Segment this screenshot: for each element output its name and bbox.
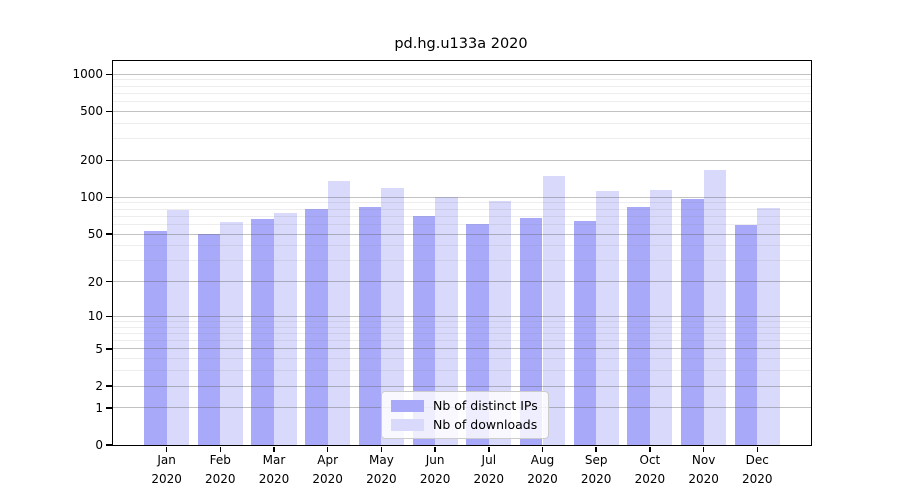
y-axis-tick-10 <box>105 315 112 318</box>
gridline-800 <box>113 85 811 87</box>
x-axis-tick-oct <box>649 446 651 452</box>
gridline-300 <box>113 138 811 140</box>
bar-downloads-dec <box>757 207 780 445</box>
bar-ips-jun <box>412 215 436 445</box>
x-axis-tick-feb <box>219 446 222 452</box>
bar-ips-feb <box>197 234 221 445</box>
x-axis-label-may: May 2020 <box>366 453 397 486</box>
y-axis-tick-5 <box>105 348 112 350</box>
bar-downloads-sep <box>596 191 619 445</box>
gridline-600 <box>113 101 811 103</box>
chart-title: pd.hg.u133a 2020 <box>394 36 528 52</box>
x-axis-label-jan: Jan 2020 <box>151 453 182 486</box>
bar-downloads-nov <box>703 170 727 445</box>
legend-label-downloads: Nb of downloads <box>433 417 538 432</box>
x-axis-tick-nov <box>702 446 705 452</box>
bar-ips-dec <box>734 225 758 445</box>
gridline-200 <box>113 159 811 161</box>
x-axis-label-dec: Dec 2020 <box>742 453 773 486</box>
bar-downloads-oct <box>649 189 673 445</box>
x-axis-tick-jul <box>488 446 490 452</box>
bar-downloads-feb <box>220 221 243 445</box>
x-axis-tick-mar <box>273 446 275 452</box>
x-axis-tick-jan <box>165 446 168 452</box>
y-axis-label-5: 5 <box>95 341 103 356</box>
x-axis-tick-may <box>380 446 383 452</box>
y-axis-tick-1000 <box>105 73 112 76</box>
x-axis-tick-aug <box>541 446 544 452</box>
bar-ips-jul <box>466 223 489 445</box>
x-axis-tick-apr <box>326 446 329 452</box>
bar-downloads-mar <box>274 212 297 445</box>
legend-item-distinct-ips: Nb of distinct IPs <box>391 398 538 413</box>
gridline-700 <box>113 92 811 94</box>
gridline-500 <box>113 110 811 112</box>
bar-downloads-jun <box>435 196 458 445</box>
bar-ips-jan <box>144 230 167 445</box>
legend-label-distinct-ips: Nb of distinct IPs <box>433 398 538 413</box>
bar-ips-sep <box>573 221 597 445</box>
y-axis-label-10: 10 <box>87 309 103 324</box>
bar-ips-mar <box>251 218 274 445</box>
bar-ips-apr <box>305 209 328 445</box>
bar-ips-oct <box>627 207 650 445</box>
y-axis-label-1: 1 <box>95 400 103 415</box>
y-axis-label-200: 200 <box>80 153 103 168</box>
y-axis-label-100: 100 <box>80 190 103 205</box>
x-axis-tick-dec <box>756 446 759 452</box>
y-axis-tick-1 <box>105 407 112 409</box>
gridline-400 <box>113 122 811 124</box>
plot-area: Nb of distinct IPs Nb of downloads 0 1 2 5 1… <box>72 60 812 486</box>
gridline-900 <box>113 79 811 81</box>
legend-item-downloads: Nb of downloads <box>391 417 538 432</box>
legend-swatch-downloads <box>391 418 424 431</box>
x-axis-label-sep: Sep 2020 <box>580 453 612 486</box>
y-axis-tick-20 <box>105 280 112 283</box>
x-axis-tick-jun <box>434 446 436 452</box>
x-axis-label-jul: Jul 2020 <box>473 453 505 486</box>
bar-ips-may <box>358 207 382 445</box>
x-axis-label-apr: Apr 2020 <box>312 453 343 486</box>
bar-downloads-jan <box>166 209 190 445</box>
x-axis-label-aug: Aug 2020 <box>527 453 558 486</box>
y-axis-tick-0 <box>105 444 112 446</box>
bar-downloads-may <box>381 187 404 445</box>
legend: Nb of distinct IPs Nb of downloads <box>381 391 549 439</box>
x-axis-label-nov: Nov 2020 <box>688 453 719 486</box>
x-axis-tick-sep <box>595 446 597 452</box>
y-axis-label-0: 0 <box>95 438 103 452</box>
x-axis-label-oct: Oct 2020 <box>634 453 666 486</box>
bar-downloads-apr <box>327 181 351 445</box>
bar-downloads-aug <box>542 175 566 445</box>
y-axis-label-50: 50 <box>87 227 103 242</box>
x-axis-label-jun: Jun 2020 <box>419 453 451 486</box>
y-axis-tick-50 <box>105 233 112 235</box>
bar-ips-aug <box>519 217 543 445</box>
y-axis-tick-100 <box>105 196 112 199</box>
y-axis-label-20: 20 <box>87 274 103 289</box>
x-axis-label-feb: Feb 2020 <box>205 453 236 486</box>
gridline-1000 <box>113 73 811 75</box>
y-axis-tick-500 <box>105 110 112 113</box>
bar-ips-nov <box>681 198 704 445</box>
bar-downloads-jul <box>488 201 512 445</box>
y-axis-label-1000: 1000 <box>72 67 103 82</box>
x-axis-label-mar: Mar 2020 <box>258 453 290 486</box>
y-axis-label-2: 2 <box>95 379 103 394</box>
legend-swatch-distinct-ips <box>391 399 424 412</box>
y-axis-tick-200 <box>105 159 112 162</box>
y-axis-label-500: 500 <box>80 104 103 119</box>
y-axis-tick-2 <box>105 385 112 387</box>
